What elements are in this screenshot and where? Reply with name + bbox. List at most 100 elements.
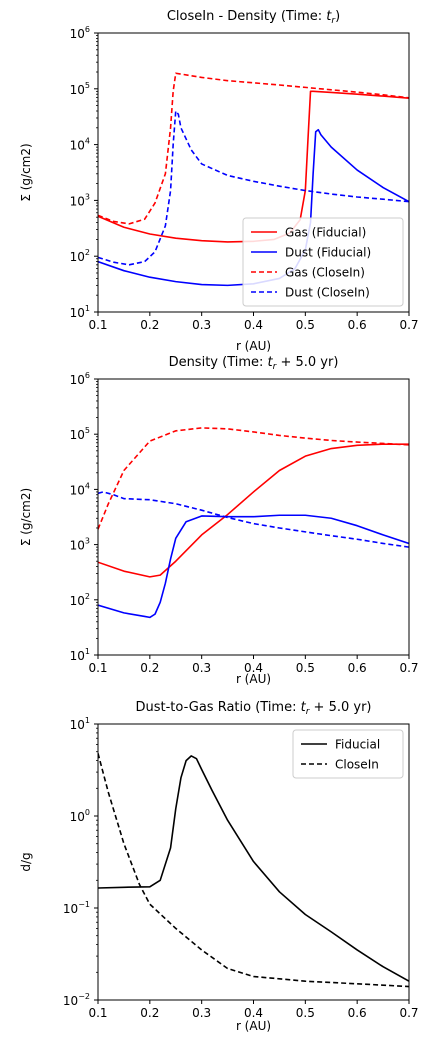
x-tick-label: 0.6 (348, 318, 367, 332)
y-tick-label: 104 (70, 481, 90, 497)
y-tick-label: 105 (70, 81, 90, 97)
chart-title-part: Dust-to-Gas Ratio (Time: (135, 700, 300, 715)
y-tick-base: 10 (70, 27, 85, 41)
series-group (98, 753, 409, 988)
y-axis-label: Σ (g/cm2) (19, 143, 33, 201)
series-line-2 (98, 514, 409, 619)
x-tick-label: 0.1 (88, 318, 107, 332)
x-tick-label: 0.5 (296, 1006, 315, 1020)
y-tick-exponent: 6 (85, 25, 90, 34)
series-line-4 (98, 491, 409, 548)
y-axis-label: d/g (19, 852, 33, 871)
y-tick-label: 104 (70, 137, 90, 153)
legend-label: Gas (Fiducial) (285, 226, 366, 240)
y-tick-exponent: 5 (85, 81, 90, 90)
y-tick-exponent: 2 (85, 592, 90, 601)
y-tick-label: 103 (70, 537, 90, 553)
chart-panel-1: CloseIn - Density (Time: tr) 0.1 0.2 0.3 0.4… (19, 9, 419, 353)
y-tick-base: 10 (70, 483, 85, 497)
x-axis-label: r (AU) (236, 339, 271, 353)
x-tick-label: 0.4 (244, 661, 263, 675)
y-tick-exponent: 6 (85, 371, 90, 380)
y-tick-label: 102 (70, 248, 90, 264)
series-line-1 (98, 443, 409, 578)
chart-title: Density (Time: tr + 5.0 yr) (169, 355, 339, 372)
y-tick-base: 10 (63, 902, 78, 916)
x-tick-label: 0.7 (399, 1006, 418, 1020)
y-tick-base: 10 (70, 539, 85, 553)
y-tick-exponent: −1 (78, 900, 90, 909)
legend-box (292, 729, 404, 779)
y-tick-base: 10 (70, 83, 85, 97)
series-line-2 (98, 753, 409, 988)
y-tick-label: 106 (70, 25, 90, 41)
x-tick-label: 0.5 (296, 661, 315, 675)
y-tick-exponent: −2 (78, 992, 90, 1001)
y-tick-exponent: 1 (85, 304, 90, 313)
y-tick-label: 101 (70, 716, 90, 732)
y-tick-base: 10 (70, 428, 85, 442)
chart-panel-2: Density (Time: tr + 5.0 yr) 0.1 0.2 0.3 0.4 0… (19, 355, 419, 686)
y-tick-label: 101 (70, 304, 90, 320)
series-group (98, 427, 409, 619)
y-tick-base: 10 (70, 594, 85, 608)
y-tick-base: 10 (70, 306, 85, 320)
x-tick-label: 0.4 (244, 1006, 263, 1020)
y-axis-label: Σ (g/cm2) (19, 488, 33, 546)
legend-label: Gas (CloseIn) (285, 266, 365, 280)
chart-title: CloseIn - Density (Time: tr) (167, 9, 340, 26)
series-line-3 (98, 427, 409, 530)
y-tick-base: 10 (70, 718, 85, 732)
y-tick-base: 10 (70, 194, 85, 208)
y-tick-label: 101 (70, 647, 90, 663)
y-tick-exponent: 1 (85, 716, 90, 725)
chart-title-symbol: t (268, 355, 274, 370)
y-tick-base: 10 (63, 994, 78, 1008)
series-line-4 (98, 110, 409, 266)
chart-title: Dust-to-Gas Ratio (Time: tr + 5.0 yr) (135, 700, 371, 717)
x-axis-label: r (AU) (236, 672, 271, 686)
legend-label: Dust (CloseIn) (285, 286, 370, 300)
chart-title-part: ) (335, 9, 340, 24)
x-tick-label: 0.7 (399, 661, 418, 675)
y-tick-base: 10 (70, 649, 85, 663)
y-tick-label: 102 (70, 592, 90, 608)
chart-title-part: Density (Time: (169, 355, 268, 370)
x-tick-label: 0.6 (348, 661, 367, 675)
x-tick-label: 0.2 (140, 661, 159, 675)
chart-title-subscript: r (273, 362, 278, 372)
chart-panel-3: Dust-to-Gas Ratio (Time: tr + 5.0 yr) 0.1… (19, 700, 419, 1033)
y-tick-exponent: 4 (85, 481, 90, 490)
chart-title-symbol: t (326, 9, 332, 24)
y-tick-base: 10 (70, 810, 85, 824)
legend-label: Fiducial (335, 738, 380, 752)
y-tick-exponent: 0 (85, 808, 90, 817)
legend-label: CloseIn (335, 758, 379, 772)
y-tick-base: 10 (70, 139, 85, 153)
chart-title-part: + 5.0 yr) (309, 700, 371, 715)
chart-title-subscript: r (331, 16, 336, 26)
x-tick-label: 0.3 (192, 318, 211, 332)
series-line-3 (98, 72, 409, 225)
y-tick-label: 105 (70, 426, 90, 442)
legend: Fiducial CloseIn (292, 729, 404, 779)
y-tick-label: 100 (70, 808, 90, 824)
x-tick-label: 0.3 (192, 661, 211, 675)
x-tick-label: 0.1 (88, 661, 107, 675)
y-tick-exponent: 1 (85, 647, 90, 656)
y-tick-label: 103 (70, 192, 90, 208)
legend: Gas (Fiducial) Dust (Fiducial) Gas (CloseI… (242, 217, 404, 307)
series-line-1 (98, 755, 409, 982)
y-tick-label: 10−1 (63, 900, 90, 916)
x-tick-label: 0.1 (88, 1006, 107, 1020)
x-tick-label: 0.2 (140, 1006, 159, 1020)
chart-title-part: CloseIn - Density (Time: (167, 9, 326, 24)
x-tick-label: 0.3 (192, 1006, 211, 1020)
chart-title-subscript: r (306, 707, 311, 717)
chart-title-symbol: t (301, 700, 307, 715)
legend-label: Dust (Fiducial) (285, 246, 371, 260)
y-tick-base: 10 (70, 373, 85, 387)
y-tick-exponent: 3 (85, 192, 90, 201)
x-tick-label: 0.7 (399, 318, 418, 332)
y-tick-exponent: 2 (85, 248, 90, 257)
